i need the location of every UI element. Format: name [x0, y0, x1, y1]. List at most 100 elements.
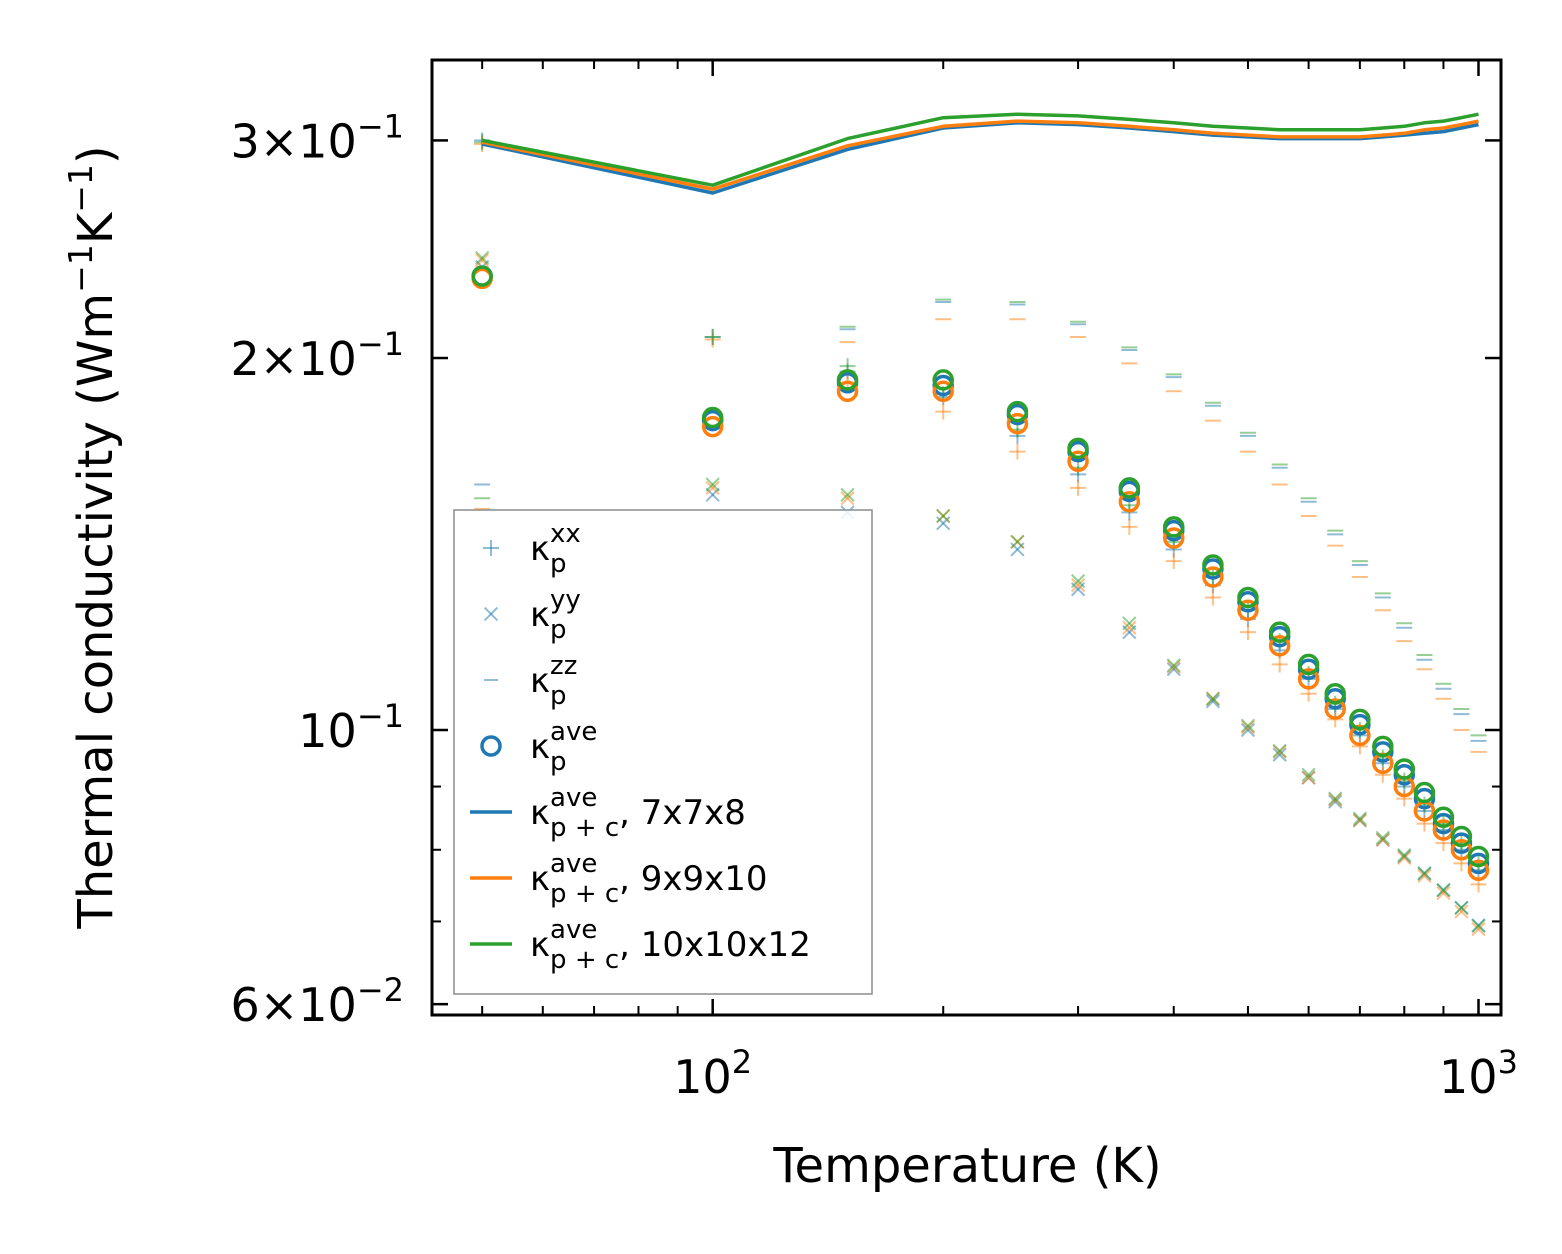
legend-entry-3: κave p: [480, 717, 597, 777]
point-xx-9x9x10-350: [1121, 518, 1138, 535]
legend-entry-4: κave p + c, 7x7x8: [470, 783, 746, 843]
legend-marker-1-b: [483, 606, 499, 622]
data-layer: [471, 112, 1490, 937]
point-ave-10x10x12-700: [1349, 708, 1371, 731]
point-ave-7x7x8-1000: [1467, 852, 1490, 875]
legend-label-3: κave p: [530, 717, 597, 777]
axis-ticks: 102 103 6×10−2 10−1 2×10−1 3×10−1: [230, 60, 1518, 1104]
point-yy-7x7x8-400-b: [1166, 662, 1181, 677]
line-total-10x10x12: [481, 112, 1479, 187]
point-yy-10x10x12-300: [1070, 573, 1086, 589]
point-yy-9x9x10-950: [1454, 904, 1469, 919]
point-ave-9x9x10-900: [1432, 819, 1455, 841]
point-yy-9x9x10-600-b: [1301, 770, 1316, 785]
point-xx-9x9x10-800: [1396, 790, 1413, 807]
legend-label-0: κxx p: [530, 519, 581, 579]
point-ave-10x10x12-200: [932, 369, 954, 391]
y-tick-label-3: 3×10−1: [230, 107, 404, 168]
point-yy-7x7x8-450: [1205, 694, 1221, 709]
legend-marker-1: [483, 606, 499, 622]
point-xx-9x9x10-300: [1070, 479, 1087, 496]
point-ave-9x9x10-150: [836, 380, 859, 402]
point-yy-9x9x10-850: [1417, 868, 1432, 883]
point-yy-9x9x10-50-b: [475, 253, 490, 268]
point-yy-10x10x12-850: [1417, 865, 1432, 881]
point-yy-10x10x12-800: [1397, 848, 1412, 863]
point-ave-9x9x10-200: [932, 380, 954, 402]
point-yy-9x9x10-300: [1070, 577, 1086, 593]
point-yy-10x10x12-400: [1166, 658, 1181, 673]
point-ave-9x9x10-100: [701, 415, 724, 438]
point-yy-9x9x10-400: [1166, 659, 1181, 674]
point-ave-10x10x12-100: [701, 406, 724, 429]
point-ave-10x10x12-450: [1202, 554, 1224, 576]
point-yy-7x7x8-500: [1240, 722, 1256, 738]
point-yy-10x10x12-350-b: [1122, 616, 1137, 631]
point-yy-10x10x12-900-b: [1436, 883, 1451, 898]
legend-marker-3: [480, 735, 502, 757]
point-yy-9x9x10-900-b: [1436, 885, 1451, 901]
point-xx-9x9x10-700: [1351, 738, 1368, 755]
point-yy-7x7x8-100-b: [705, 487, 720, 502]
point-yy-10x10x12-950-b: [1454, 900, 1469, 915]
point-yy-10x10x12-150: [840, 487, 855, 502]
point-yy-10x10x12-750: [1375, 830, 1390, 845]
point-yy-10x10x12-850-b: [1417, 865, 1432, 881]
point-yy-10x10x12-50-b: [475, 250, 490, 266]
point-ave-10x10x12-950: [1450, 825, 1473, 848]
point-ave-10x10x12-550: [1268, 621, 1291, 643]
point-ave-9x9x10-250: [1006, 412, 1029, 435]
point-xx-9x9x10-250: [1009, 443, 1026, 460]
point-yy-10x10x12-550-b: [1272, 743, 1287, 758]
point-yy-10x10x12-900: [1436, 883, 1451, 898]
point-yy-7x7x8-550-b: [1272, 747, 1287, 762]
point-ave-7x7x8-950: [1450, 832, 1473, 854]
point-yy-9x9x10-750: [1375, 832, 1390, 847]
point-ave-9x9x10-1000: [1467, 859, 1490, 882]
point-yy-10x10x12-50: [475, 250, 490, 266]
point-yy-9x9x10-850-b: [1417, 868, 1432, 883]
point-yy-10x10x12-300-b: [1070, 573, 1086, 589]
point-yy-10x10x12-700: [1352, 811, 1367, 826]
point-yy-10x10x12-200-b: [936, 508, 951, 524]
legend-label-1: κyy p: [530, 585, 581, 645]
point-xx-9x9x10-200: [935, 403, 952, 420]
point-yy-10x10x12-800-b: [1397, 848, 1412, 863]
point-yy-10x10x12-1000: [1471, 918, 1486, 934]
point-yy-9x9x10-350: [1122, 620, 1137, 635]
point-ave-10x10x12-900: [1432, 806, 1455, 828]
x-axis-label: Temperature (K): [772, 1138, 1161, 1194]
point-yy-10x10x12-550: [1272, 743, 1287, 758]
point-ave-10x10x12-250: [1006, 400, 1029, 423]
point-yy-7x7x8-550: [1272, 747, 1287, 762]
point-yy-7x7x8-200: [936, 516, 951, 531]
point-ave-9x9x10-550: [1268, 635, 1291, 657]
series-ave: [471, 265, 1490, 882]
point-yy-10x10x12-150-b: [840, 487, 855, 502]
legend-label-6: κave p + c, 10x10x12: [530, 915, 811, 975]
point-yy-10x10x12-250-b: [1010, 534, 1025, 549]
point-xx-10x10x12-100: [704, 328, 721, 345]
point-yy-9x9x10-900: [1436, 885, 1451, 901]
legend-label-4: κave p + c, 7x7x8: [530, 783, 746, 843]
point-yy-9x9x10-50: [475, 253, 490, 268]
y-tick-label-2: 2×10−1: [230, 325, 404, 386]
y-tick-label-0: 6×10−2: [230, 971, 404, 1032]
point-yy-9x9x10-350-b: [1122, 620, 1137, 635]
line-total-9x9x10: [481, 119, 1479, 191]
point-ave-7x7x8-900: [1432, 812, 1455, 835]
point-yy-10x10x12-250: [1010, 534, 1025, 549]
point-yy-7x7x8-500-b: [1240, 722, 1256, 738]
legend-entry-0: κxx p: [483, 519, 581, 579]
point-yy-9x9x10-150: [840, 491, 855, 506]
point-ave-10x10x12-350: [1118, 477, 1141, 499]
point-yy-9x9x10-600: [1301, 770, 1316, 785]
point-yy-9x9x10-300-b: [1070, 577, 1086, 593]
point-ave-10x10x12-300: [1067, 437, 1089, 460]
point-yy-7x7x8-650-b: [1328, 794, 1343, 809]
point-ave-10x10x12-1000: [1467, 845, 1490, 868]
legend-entry-2: κzz p: [484, 651, 577, 711]
x-tick-label-1: 103: [1439, 1043, 1518, 1104]
point-yy-9x9x10-1000-b: [1471, 922, 1486, 937]
